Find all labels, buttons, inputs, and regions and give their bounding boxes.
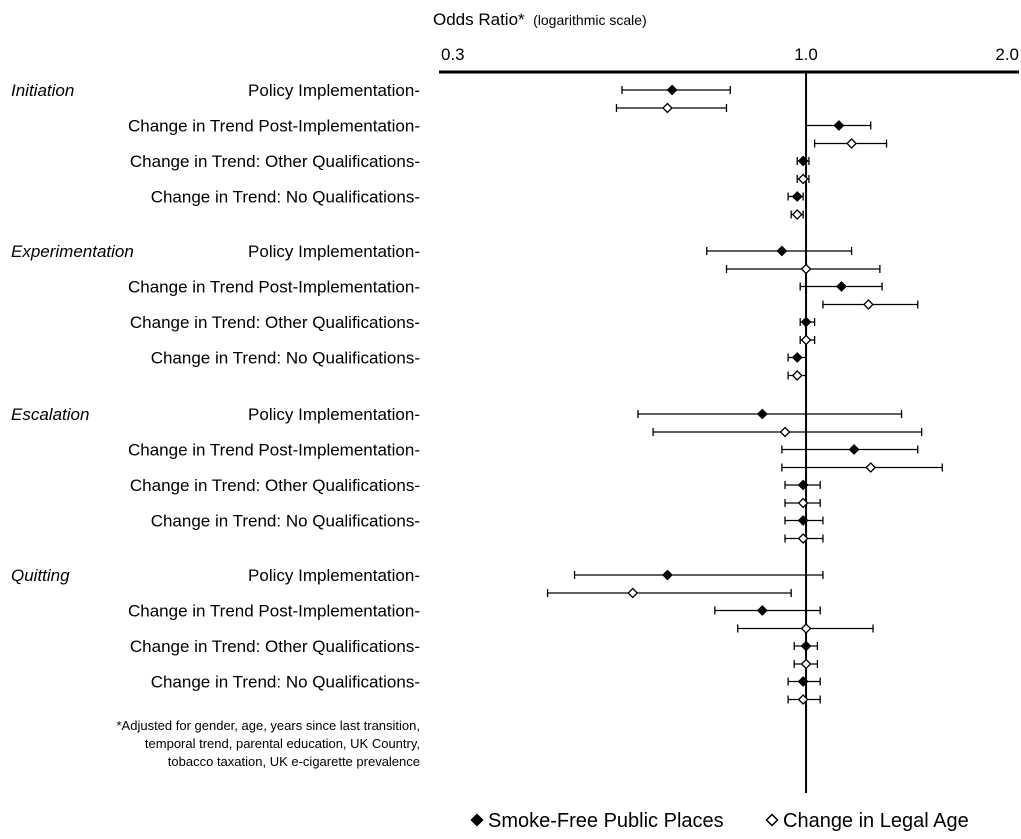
estimate-legal-age	[800, 658, 812, 670]
group-labels: Initiation Experimentation Escalation Quitt…	[11, 81, 134, 585]
estimate-smoke-free	[791, 191, 803, 202]
footnote-line: tobacco taxation, UK e-cigarette prevale…	[168, 754, 420, 769]
estimate-legal-age	[797, 694, 809, 705]
estimate-smoke-free	[791, 352, 803, 363]
estimate-smoke-free	[797, 676, 809, 687]
x-axis-ticks: 0.3 1.0 2.0	[441, 45, 1019, 64]
estimate-legal-age	[779, 426, 791, 438]
group-label: Experimentation	[11, 242, 134, 261]
estimate-legal-age	[627, 587, 639, 599]
row-label: Change in Trend: No Qualifications-	[151, 673, 420, 692]
legend-marker-smoke-free	[470, 813, 484, 827]
estimate-smoke-free	[800, 316, 812, 328]
estimate-legal-age	[800, 623, 812, 634]
estimate-smoke-free	[836, 281, 847, 292]
row-label: Change in Trend: Other Qualifications-	[130, 637, 420, 656]
estimate-smoke-free	[797, 515, 809, 526]
legend-label-legal-age: Change in Legal Age	[783, 810, 969, 832]
row-label: Change in Trend: Other Qualifications-	[130, 476, 420, 495]
footnote: *Adjusted for gender, age, years since l…	[116, 718, 420, 769]
x-tick-label: 2.0	[995, 45, 1019, 64]
x-tick-label: 0.3	[441, 45, 465, 64]
estimate-smoke-free	[797, 479, 809, 491]
estimate-marks	[546, 84, 943, 705]
row-label: Change in Trend Post-Implementation-	[128, 117, 420, 136]
estimate-legal-age	[791, 370, 803, 381]
group-label: Initiation	[11, 81, 74, 100]
row-label: Policy Implementation-	[248, 405, 420, 424]
estimate-smoke-free	[662, 569, 673, 581]
chart-title: Odds Ratio* (logarithmic scale)	[433, 10, 647, 29]
legend-label-smoke-free: Smoke-Free Public Places	[488, 810, 724, 832]
estimate-legal-age	[846, 138, 857, 149]
chart-title-note: (logarithmic scale)	[533, 12, 647, 28]
footnote-line: temporal trend, parental education, UK C…	[145, 736, 420, 751]
estimate-legal-age	[797, 173, 809, 185]
estimate-legal-age	[800, 263, 812, 275]
footnote-line: *Adjusted for gender, age, years since l…	[116, 718, 420, 733]
estimate-smoke-free	[800, 640, 812, 652]
estimate-smoke-free	[756, 408, 768, 420]
estimate-smoke-free	[833, 120, 845, 131]
estimate-smoke-free	[756, 605, 768, 616]
estimate-legal-age	[662, 102, 673, 114]
estimate-smoke-free	[666, 84, 678, 96]
legend: Smoke-Free Public Places Change in Legal …	[470, 810, 969, 832]
row-label: Change in Trend Post-Implementation-	[128, 278, 420, 297]
row-label: Change in Trend Post-Implementation-	[128, 602, 420, 621]
chart-title-main: Odds Ratio*	[433, 10, 525, 29]
estimate-legal-age	[797, 533, 809, 544]
estimate-smoke-free	[797, 155, 809, 167]
estimate-legal-age	[800, 334, 812, 346]
row-label: Policy Implementation-	[248, 566, 420, 585]
group-label: Quitting	[11, 566, 70, 585]
group-label: Escalation	[11, 405, 89, 424]
estimate-legal-age	[862, 299, 874, 310]
row-labels: Policy Implementation- Change in Trend Po…	[128, 81, 420, 692]
estimate-legal-age	[791, 209, 803, 220]
estimate-smoke-free	[848, 444, 860, 455]
row-label: Change in Trend: Other Qualifications-	[130, 313, 420, 332]
row-label: Change in Trend: No Qualifications-	[151, 512, 420, 531]
row-label: Change in Trend: No Qualifications-	[151, 349, 420, 368]
row-label: Change in Trend Post-Implementation-	[128, 441, 420, 460]
row-label: Policy Implementation-	[248, 242, 420, 261]
row-label: Change in Trend: No Qualifications-	[151, 188, 420, 207]
x-tick-label: 1.0	[794, 45, 818, 64]
legend-marker-legal-age	[765, 813, 779, 827]
estimate-legal-age	[865, 462, 877, 473]
estimate-legal-age	[797, 497, 809, 509]
row-label: Change in Trend: Other Qualifications-	[130, 152, 420, 171]
row-label: Policy Implementation-	[248, 81, 420, 100]
estimate-smoke-free	[776, 245, 788, 257]
